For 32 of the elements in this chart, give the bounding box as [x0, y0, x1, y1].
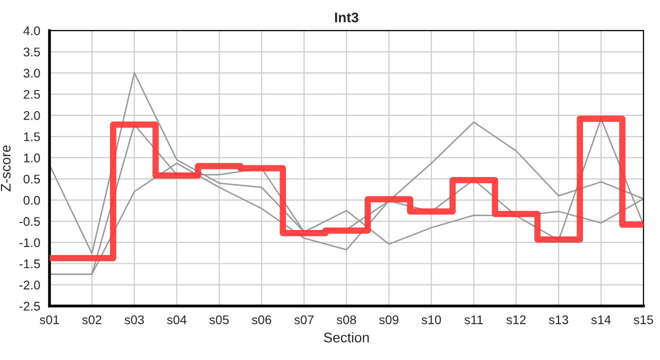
chart-title: Int3 — [335, 12, 358, 22]
x-tick-label: s12 — [506, 315, 526, 324]
x-tick-label: s09 — [379, 315, 398, 324]
x-tick-label: s15 — [634, 315, 654, 324]
x-tick-label: s02 — [82, 315, 102, 324]
y-tick-label: 2.5 — [24, 90, 40, 99]
y-tick-label: 3.5 — [24, 48, 40, 56]
x-tick-label: s10 — [422, 315, 441, 324]
x-tick-label: s06 — [252, 315, 272, 324]
y-tick-label: 3.0 — [24, 68, 40, 78]
y-tick-label: -1.5 — [19, 260, 40, 268]
x-tick-label: s03 — [124, 315, 144, 324]
y-tick-label: 4.0 — [23, 26, 40, 36]
x-tick-label: s04 — [167, 315, 186, 324]
x-tick-label: s05 — [209, 315, 229, 324]
y-tick-label: 0.5 — [24, 174, 40, 184]
y-tick-label: -2.0 — [19, 280, 40, 290]
y-tick-label: 1.0 — [24, 154, 40, 162]
x-tick-label: s11 — [464, 315, 483, 324]
y-tick-label: 0.0 — [24, 196, 40, 205]
y-tick-label: -2.5 — [19, 302, 40, 311]
x-tick-label: s13 — [548, 315, 568, 324]
y-axis-title: Z-score — [0, 145, 11, 192]
y-tick-label: -1.0 — [19, 238, 40, 248]
x-tick-label: s08 — [336, 315, 356, 324]
y-tick-label: 1.5 — [24, 132, 40, 142]
x-axis-title: Section — [324, 332, 369, 342]
x-tick-label: s14 — [591, 315, 611, 324]
y-tick-label: -0.5 — [19, 217, 40, 226]
x-tick-label: s01 — [40, 315, 59, 324]
x-tick-label: s07 — [294, 315, 314, 324]
y-tick-label: 2.0 — [24, 111, 40, 120]
